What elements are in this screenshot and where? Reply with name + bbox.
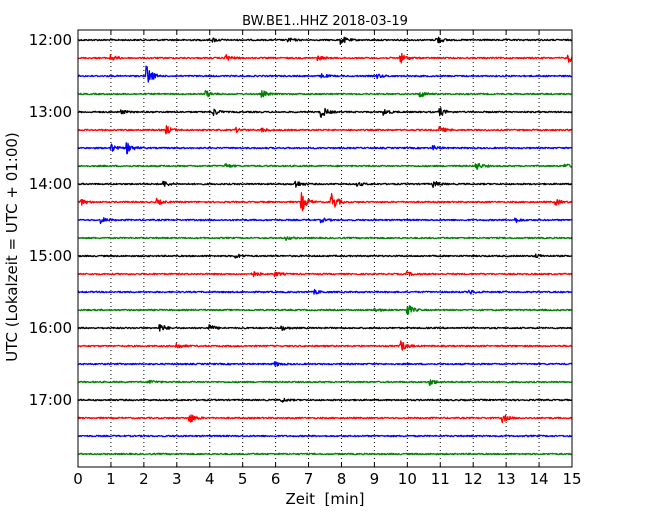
trace-1445: [77, 236, 573, 241]
trace-1330: [77, 142, 573, 155]
x-tick-label: 1: [106, 470, 116, 488]
trace-1500: [77, 253, 573, 259]
y-tick-label: 17:00: [29, 391, 72, 409]
x-tick-label: 10: [398, 470, 417, 488]
x-tick-label: 5: [238, 470, 248, 488]
y-tick-label: 14:00: [29, 175, 72, 193]
trace-1745: [77, 452, 573, 456]
plot-frame: [77, 29, 573, 468]
trace-1345: [77, 162, 573, 171]
trace-1630: [77, 361, 573, 367]
trace-1615: [77, 340, 573, 351]
trace-1315: [77, 125, 573, 135]
y-tick-label: 13:00: [29, 103, 72, 121]
trace-1400: [77, 180, 573, 188]
chart-title: BW.BE1..HHZ 2018-03-19: [242, 14, 408, 29]
y-tick-label: 16:00: [29, 319, 72, 337]
x-tick-label: 14: [530, 470, 549, 488]
trace-1730: [77, 434, 573, 438]
x-tick-label: 4: [205, 470, 215, 488]
y-axis-label: UTC (Lokalzeit = UTC + 01:00): [3, 132, 21, 362]
trace-1700: [77, 397, 573, 403]
trace-1215: [77, 52, 573, 64]
trace-1645: [77, 379, 573, 387]
trace-1715: [77, 414, 573, 424]
trace-1245: [77, 90, 573, 98]
trace-1415: [77, 192, 573, 212]
trace-1300: [77, 107, 573, 118]
trace-1430: [77, 217, 573, 225]
trace-1600: [77, 324, 573, 332]
x-axis-label: Zeit [min]: [285, 490, 364, 508]
trace-layer: [77, 36, 573, 456]
trace-1530: [77, 288, 573, 295]
x-tick-label: 7: [304, 470, 314, 488]
x-tick-label: 8: [337, 470, 347, 488]
trace-1200: [77, 36, 573, 45]
trace-1230: [77, 65, 573, 83]
trace-1545: [77, 305, 573, 316]
tick-layer: 0 1 2 3 4 5 6 7 8 9 10 11 12 13 14 1512:0013:0014:0015:…: [29, 30, 582, 488]
grid-layer: [110, 30, 540, 467]
x-tick-label: 15: [562, 470, 581, 488]
y-tick-label: 12:00: [29, 31, 72, 49]
x-tick-label: 11: [431, 470, 450, 488]
x-tick-label: 6: [271, 470, 281, 488]
x-tick-label: 0: [73, 470, 83, 488]
x-tick-label: 13: [497, 470, 516, 488]
x-tick-label: 12: [464, 470, 483, 488]
x-tick-label: 3: [172, 470, 182, 488]
y-tick-label: 15:00: [29, 247, 72, 265]
trace-1515: [77, 270, 573, 278]
x-tick-label: 9: [370, 470, 380, 488]
x-tick-label: 2: [139, 470, 149, 488]
